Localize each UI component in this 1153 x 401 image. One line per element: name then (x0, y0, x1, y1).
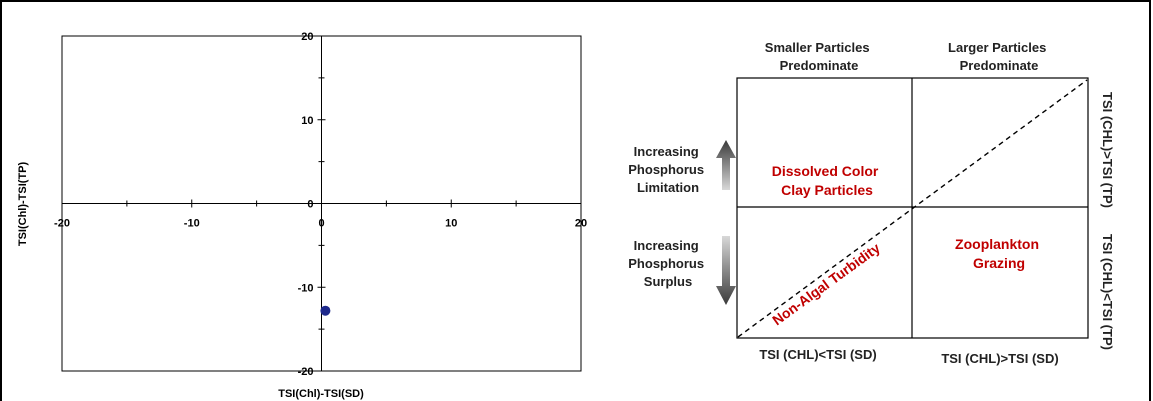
label-phosphorus-surplus: Increasing Phosphorus Surplus (628, 238, 707, 289)
x-tick-label: 10 (445, 218, 457, 230)
y-tick-labels: 20 10 0 -10 -20 (298, 31, 314, 378)
right-label-chl-greater-tp: TSI (CHL)>TSI (TP) (1100, 92, 1115, 208)
header-larger-particles: Larger Particles Predominate (948, 40, 1050, 73)
diagonal-dashed-line (737, 79, 1088, 338)
y-tick-label: 20 (301, 31, 313, 43)
y-axis-label: TSI(Chl)-TSI(TP) (17, 162, 29, 247)
x-tick-labels: -20 -10 0 10 20 (54, 218, 587, 230)
diagonal-label-non-algal-turbidity: Non-Algal Turbidity (769, 239, 883, 328)
bottom-label-chl-greater-sd: TSI (CHL)>TSI (SD) (941, 351, 1058, 366)
x-tick-label: 0 (318, 218, 324, 230)
y-tick-label: 0 (307, 199, 313, 211)
label-phosphorus-limitation: Increasing Phosphorus Limitation (628, 144, 707, 195)
region-dissolved-color-clay: Dissolved Color Clay Particles (772, 163, 882, 198)
x-tick-label: 20 (575, 218, 587, 230)
x-tick-label: -10 (184, 218, 200, 230)
data-points (320, 305, 331, 316)
y-tick-label: -10 (298, 282, 314, 294)
y-tick-marks (317, 35, 326, 372)
y-tick-label: -20 (298, 366, 314, 378)
bottom-label-chl-less-sd: TSI (CHL)<TSI (SD) (759, 347, 876, 362)
x-axis-label: TSI(Chl)-TSI(SD) (278, 388, 364, 400)
arrow-up-icon (716, 140, 736, 190)
right-label-chl-less-tp: TSI (CHL)<TSI (TP) (1100, 234, 1115, 350)
header-smaller-particles: Smaller Particles Predominate (765, 40, 873, 73)
arrow-down-icon (716, 236, 736, 305)
x-tick-label: -20 (54, 218, 70, 230)
data-point (320, 305, 331, 316)
region-zooplankton-grazing: Zooplankton Grazing (955, 236, 1043, 271)
scatter-chart: -20 -10 0 10 20 20 10 0 -10 -20 TSI(Chl)-TSI(SD)… (17, 31, 587, 400)
x-tick-marks (61, 199, 582, 208)
y-tick-label: 10 (301, 115, 313, 127)
interpretation-diagram: Smaller Particles Predominate Larger Par… (628, 40, 1115, 366)
